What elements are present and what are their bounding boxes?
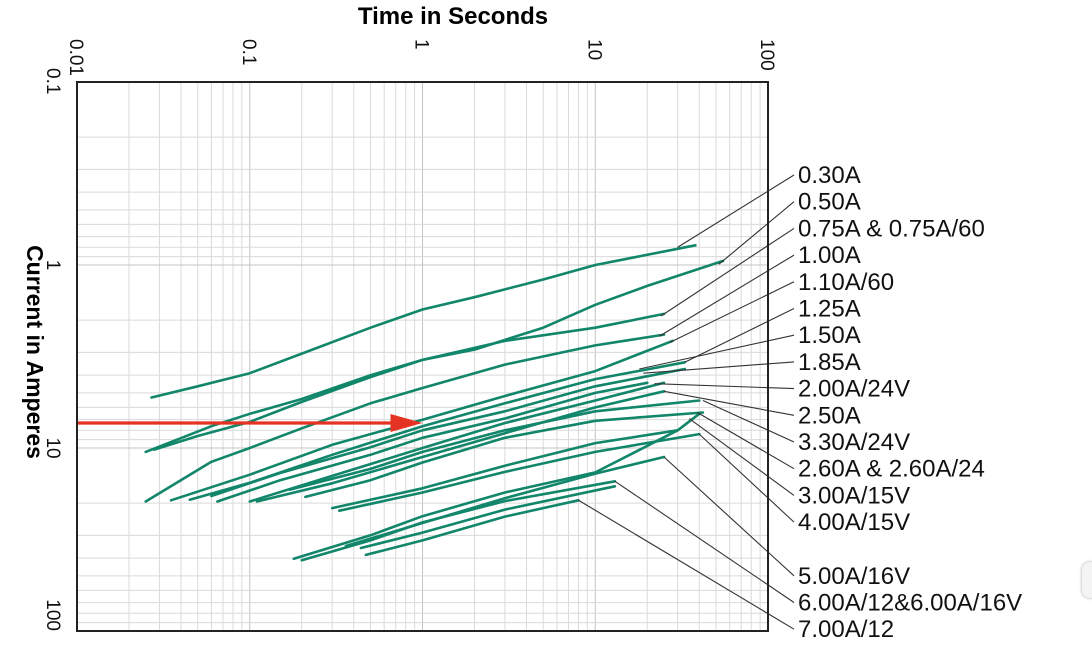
legend-leader-line [697,412,795,470]
legend-leader-line [654,383,795,390]
annotation-arrow-head [390,413,423,432]
x-tick-label: 100 [756,39,777,71]
y-tick-label: 1 [42,260,63,271]
chart-title: Time in Seconds [358,3,548,30]
x-tick-label: 0.01 [65,39,86,76]
legend-label: 3.30A/24V [798,429,910,456]
series-lines [144,244,725,562]
legend-leader-line [684,308,795,363]
legend-label: 1.50A [798,322,861,349]
legend-label: 1.25A [798,296,861,323]
legend-label: 5.00A/16V [798,563,910,590]
series-line-10 [288,399,701,492]
series-line-17 [359,484,617,550]
x-tick-label: 0.1 [238,39,259,65]
legend-label: 1.85A [798,349,861,376]
series-line-4 [169,339,674,502]
legend-leader-line [677,174,795,248]
legend-label: 3.00A/15V [798,482,910,509]
series-line-8 [248,381,666,503]
legend-leader-lines [578,174,795,630]
legend-leader-line [660,227,795,317]
legend-leader-line [698,433,795,523]
x-tick-label: 1 [411,39,432,50]
series-line-16 [300,479,617,562]
legend-label: 2.00A/24V [798,376,910,403]
series-line-11 [304,411,705,499]
legend-leader-line [614,480,795,603]
legend-label: 0.50A [798,189,861,216]
series-line-3 [144,333,666,503]
series-line-7 [216,381,649,503]
series-line-13 [337,432,701,513]
legend-leader-line [702,399,795,443]
series-line-12 [330,428,680,510]
legend-label: 4.00A/15V [798,509,910,536]
legend-leader-line [718,201,795,265]
scroll-handle[interactable] [1082,562,1092,598]
legend-label: 7.00A/12 [798,616,894,643]
legend-label: 0.75A & 0.75A/60 [798,215,985,242]
legend-label: 6.00A/12&6.00A/16V [798,590,1022,617]
legend-label: 2.50A [798,402,861,429]
y-tick-label: 0.1 [42,68,63,94]
series-line-9 [255,389,666,503]
grid [76,81,768,631]
series-line-18 [364,498,580,557]
y-tick-label: 10 [42,437,63,458]
legend-leader-line [663,390,795,416]
series-line-6 [210,367,687,498]
legend-leader-line [659,254,795,337]
plot-frame [76,81,769,632]
legend-label: 0.30A [798,162,861,189]
series-line-15 [292,412,701,561]
series-line-0 [150,244,697,399]
legend-label: 1.10A/60 [798,269,894,296]
legend-leader-line [578,499,795,630]
y-axis-label: Current in Amperes [22,245,48,459]
legend-leader-line [688,418,795,496]
y-tick-label: 100 [42,599,63,631]
annotation [77,413,423,432]
legend-leader-line [663,456,795,577]
legend-label: 1.00A [798,242,861,269]
legend-label: 2.60A & 2.60A/24 [798,456,985,483]
legend-leader-line [669,281,795,343]
x-tick-label: 10 [583,39,604,60]
